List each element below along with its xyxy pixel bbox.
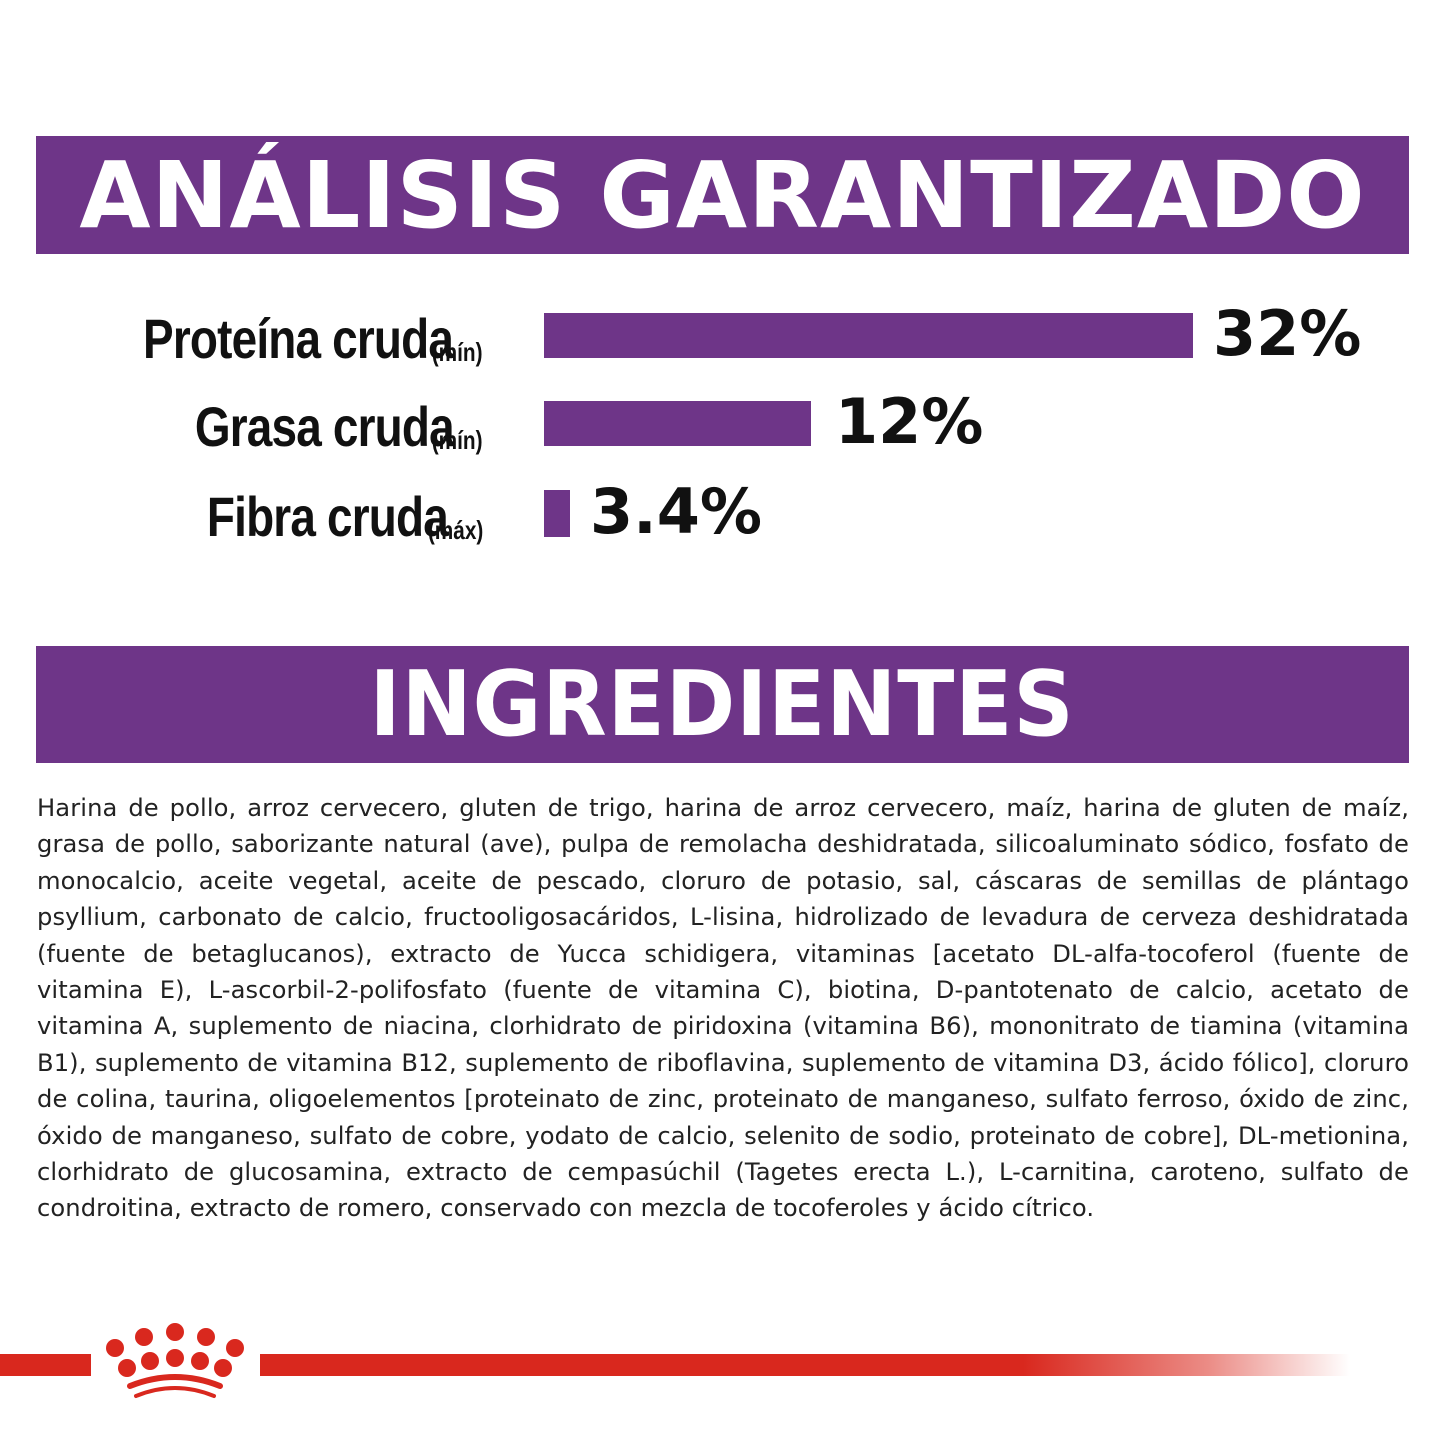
analysis-title: ANÁLISIS GARANTIZADO [79, 141, 1366, 249]
analysis-row-fat: Grasa cruda (mín) 12% [0, 389, 1445, 458]
royal-crown-icon [106, 1323, 244, 1398]
row-value: 12% [835, 385, 984, 458]
fiber-bar [544, 490, 570, 537]
protein-bar [544, 313, 1193, 358]
row-qualifier: (mín) [432, 337, 483, 367]
analysis-title-banner: ANÁLISIS GARANTIZADO [36, 136, 1409, 254]
row-label: Grasa cruda [194, 395, 454, 458]
ingredients-title-banner: INGREDIENTES [36, 646, 1409, 763]
ingredients-list: Harina de pollo, arroz cervecero, gluten… [37, 794, 1409, 1223]
row-value: 3.4% [590, 475, 762, 548]
analysis-row-fiber: Fibra cruda (máx) 3.4% [0, 479, 1445, 548]
row-qualifier: (máx) [427, 515, 483, 545]
footer-stripe-right [260, 1354, 1350, 1376]
row-value: 32% [1213, 297, 1362, 370]
row-qualifier: (mín) [432, 425, 483, 455]
fat-bar [544, 401, 811, 446]
row-label: Fibra cruda [206, 485, 449, 548]
analysis-row-protein: Proteína cruda (mín) 32% [0, 301, 1445, 370]
row-label: Proteína cruda [143, 307, 454, 370]
ingredients-title: INGREDIENTES [369, 652, 1076, 757]
footer-stripe-left [0, 1354, 91, 1376]
